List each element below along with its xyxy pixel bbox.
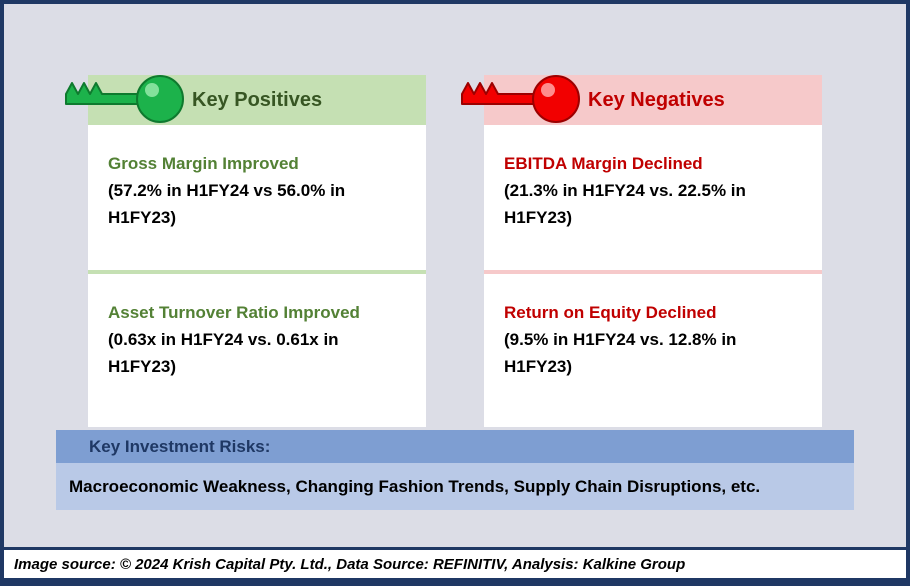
positive-item: Asset Turnover Ratio Improved (0.63x in … bbox=[88, 274, 426, 427]
positive-item-title: Asset Turnover Ratio Improved bbox=[108, 303, 360, 322]
image-source-text: Image source: © 2024 Krish Capital Pty. … bbox=[14, 555, 686, 573]
risks-text: Macroeconomic Weakness, Changing Fashion… bbox=[56, 463, 854, 510]
negatives-heading: Key Negatives bbox=[588, 89, 725, 111]
negatives-banner: Key Negatives bbox=[461, 75, 822, 125]
columns-container: Key Positives Gross Margin Improved (57.… bbox=[4, 4, 906, 427]
negative-item: EBITDA Margin Declined (21.3% in H1FY24 … bbox=[484, 125, 822, 270]
negative-item-title: Return on Equity Declined bbox=[504, 303, 717, 322]
green-key-icon bbox=[65, 75, 184, 123]
negative-item: Return on Equity Declined (9.5% in H1FY2… bbox=[484, 274, 822, 427]
negative-item-title: EBITDA Margin Declined bbox=[504, 154, 703, 173]
risks-section: Key Investment Risks: Macroeconomic Weak… bbox=[56, 430, 854, 510]
positive-item-detail: (0.63x in H1FY24 vs. 0.61x in H1FY23) bbox=[108, 330, 339, 376]
negatives-card: EBITDA Margin Declined (21.3% in H1FY24 … bbox=[484, 125, 822, 427]
positive-item: Gross Margin Improved (57.2% in H1FY24 v… bbox=[88, 125, 426, 270]
negative-item-detail: (9.5% in H1FY24 vs. 12.8% in H1FY23) bbox=[504, 330, 737, 376]
divider bbox=[484, 270, 822, 274]
risks-heading: Key Investment Risks: bbox=[56, 430, 854, 463]
red-key-icon bbox=[461, 75, 580, 123]
footer-bar: Image source: © 2024 Krish Capital Pty. … bbox=[4, 547, 906, 578]
negatives-column: Key Negatives EBITDA Margin Declined (21… bbox=[461, 75, 822, 427]
divider bbox=[88, 270, 426, 274]
positive-item-detail: (57.2% in H1FY24 vs 56.0% in H1FY23) bbox=[108, 181, 346, 227]
positive-item-title: Gross Margin Improved bbox=[108, 154, 299, 173]
positives-column: Key Positives Gross Margin Improved (57.… bbox=[65, 75, 426, 427]
positives-banner: Key Positives bbox=[65, 75, 426, 125]
positives-card: Gross Margin Improved (57.2% in H1FY24 v… bbox=[88, 125, 426, 427]
negative-item-detail: (21.3% in H1FY24 vs. 22.5% in H1FY23) bbox=[504, 181, 746, 227]
positives-heading: Key Positives bbox=[192, 89, 323, 111]
